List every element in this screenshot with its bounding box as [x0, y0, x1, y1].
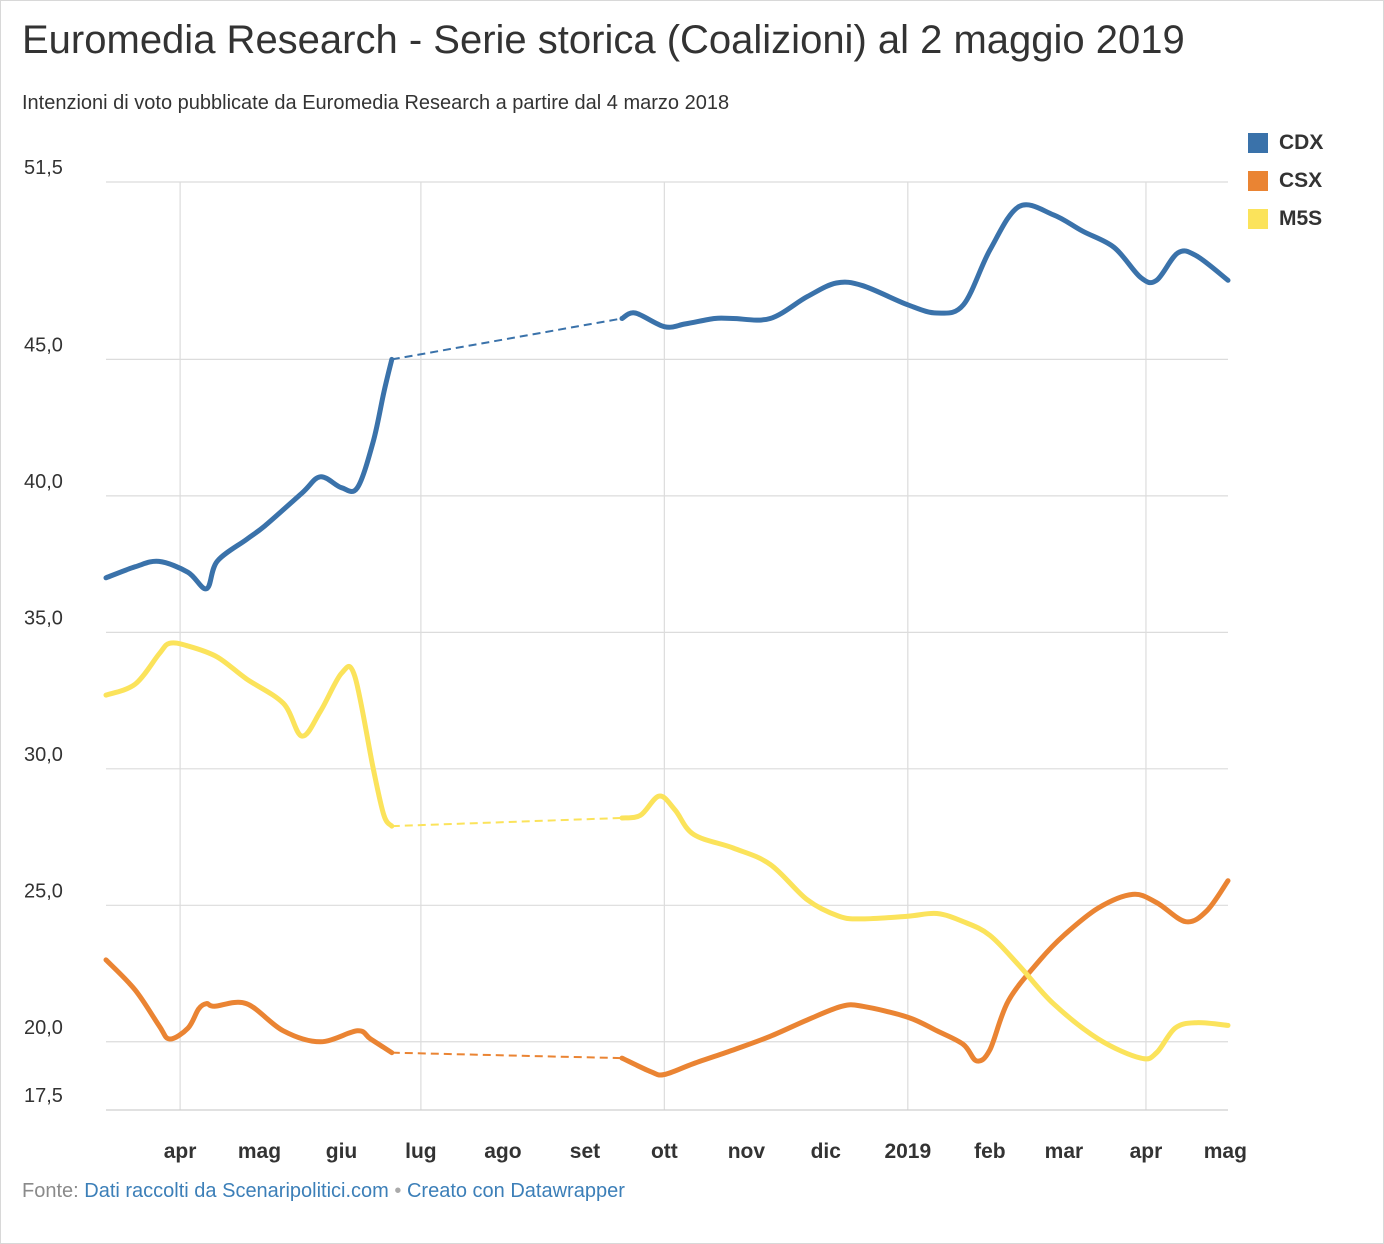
legend-item-m5s: M5S [1248, 200, 1323, 238]
series-gap-m5s [391, 816, 623, 828]
y-tick-label: 35,0 [24, 607, 63, 629]
x-tick-label: ott [651, 1140, 678, 1163]
series-gap-csx [391, 1051, 623, 1060]
footer: Fonte: Dati raccolti da Scenaripolitici.… [22, 1180, 625, 1203]
x-tick-label: set [570, 1140, 600, 1163]
legend-swatch-csx [1248, 171, 1268, 191]
series-line-cdx [103, 356, 395, 592]
legend-item-csx: CSX [1248, 162, 1323, 200]
y-tick-label: 30,0 [24, 744, 63, 766]
x-tick-label: feb [974, 1140, 1006, 1163]
x-tick-label: mag [238, 1140, 281, 1163]
y-axis-labels: 17,5 20,0 25,0 30,0 35,0 40,0 45,0 51,5 [24, 157, 63, 1107]
source-link[interactable]: Dati raccolti da Scenaripolitici.com [84, 1180, 389, 1202]
legend-label-csx: CSX [1279, 169, 1323, 192]
y-tick-label: 20,0 [24, 1017, 63, 1039]
legend: CDX CSX M5S [1248, 124, 1323, 238]
series-line-csx [103, 957, 395, 1056]
legend-label-cdx: CDX [1279, 131, 1324, 154]
x-tick-label: giu [326, 1140, 358, 1163]
x-tick-label: apr [164, 1140, 197, 1163]
series-line-m5s [619, 793, 1231, 1062]
y-tick-label: 51,5 [24, 157, 63, 179]
x-tick-label: mag [1204, 1140, 1247, 1163]
legend-item-cdx: CDX [1248, 124, 1323, 162]
chart-title: Euromedia Research - Serie storica (Coal… [22, 18, 1185, 62]
x-tick-label: ago [484, 1140, 521, 1163]
y-tick-label: 40,0 [24, 471, 63, 493]
footer-separator: • [394, 1180, 402, 1202]
series-layer [103, 202, 1231, 1078]
y-tick-label: 17,5 [24, 1085, 63, 1107]
series-line-m5s [103, 640, 395, 829]
x-tick-label: apr [1130, 1140, 1163, 1163]
x-tick-label: mar [1045, 1140, 1084, 1163]
series-line-csx [619, 878, 1231, 1078]
grid-layer [106, 181, 1228, 1111]
y-tick-label: 45,0 [24, 334, 63, 356]
y-tick-label: 25,0 [24, 880, 63, 902]
x-axis-labels: apr mag giu lug ago set ott nov dic 2019 feb mar apr… [164, 1140, 1247, 1163]
legend-swatch-cdx [1248, 133, 1268, 153]
chart-subtitle: Intenzioni di voto pubblicate da Euromed… [22, 92, 730, 114]
series-gap-cdx [391, 317, 623, 361]
x-tick-label: nov [728, 1140, 766, 1163]
x-tick-label: lug [405, 1140, 437, 1163]
legend-swatch-m5s [1248, 209, 1268, 229]
x-tick-label: dic [811, 1140, 842, 1163]
x-tick-label: 2019 [884, 1140, 931, 1163]
series-line-cdx [619, 202, 1231, 330]
datawrapper-link[interactable]: Creato con Datawrapper [406, 1180, 625, 1202]
footer-prefix: Fonte: [22, 1180, 79, 1202]
legend-label-m5s: M5S [1279, 207, 1323, 230]
